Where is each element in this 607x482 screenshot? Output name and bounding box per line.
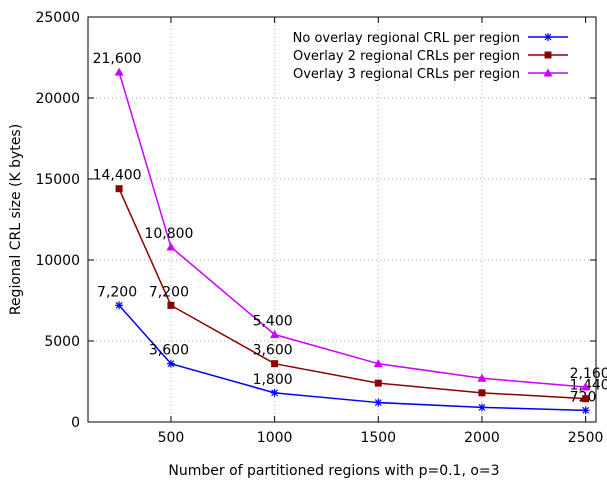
y-tick-label: 10000 <box>35 253 80 269</box>
data-label: 3,600 <box>149 343 189 359</box>
x-tick-label: 1500 <box>360 430 396 446</box>
data-point-marker <box>271 360 279 368</box>
grid-lines <box>88 17 596 422</box>
y-tick-label: 5000 <box>44 334 80 350</box>
data-label: 1,800 <box>253 372 293 388</box>
data-point-marker <box>270 330 280 339</box>
data-label: 1,440 <box>570 378 607 394</box>
series-line <box>118 304 586 412</box>
data-label: 21,600 <box>93 51 142 67</box>
series-layer: 7,2003,6001,80072014,4007,2003,6001,4402… <box>93 51 607 415</box>
x-tick-label: 2500 <box>568 430 604 446</box>
legend-label: Overlay 2 regional CRLs per region <box>293 49 520 64</box>
series-line <box>118 188 586 400</box>
y-tick-label: 0 <box>71 415 80 431</box>
data-label: 3,600 <box>253 343 293 359</box>
legend-marker <box>544 51 552 59</box>
data-point-marker <box>581 406 590 415</box>
data-point-marker <box>114 67 124 76</box>
data-label: 14,400 <box>93 168 142 184</box>
series-line <box>118 71 586 388</box>
data-point-marker <box>477 403 486 412</box>
data-point-marker <box>477 373 487 382</box>
plot-frame <box>87 16 597 423</box>
data-label: 2,160 <box>570 366 607 382</box>
legend: No overlay regional CRL per region Overla… <box>293 31 568 82</box>
legend-entry: Overlay 2 regional CRLs per region <box>293 49 568 64</box>
x-axis-title: Number of partitioned regions with p=0.1… <box>168 463 499 479</box>
data-point-marker <box>374 398 383 407</box>
data-label: 10,800 <box>144 226 193 242</box>
series-2: 14,400 7,200 3,600 1,440 <box>93 168 607 403</box>
y-tick-label: 25000 <box>35 10 80 26</box>
x-tick-label: 2000 <box>464 430 500 446</box>
legend-entry: Overlay 3 regional CRLs per region <box>293 67 568 82</box>
data-point-marker <box>581 382 591 391</box>
legend-label: No overlay regional CRL per region <box>293 31 520 46</box>
axis-ticks: 0 5000 10000 15000 20000 25000 500 1000 1500 2000… <box>35 10 603 446</box>
data-point-marker <box>167 301 175 309</box>
data-point-marker <box>166 359 175 368</box>
data-point-marker <box>166 242 176 251</box>
legend-marker <box>543 68 553 77</box>
y-tick-label: 20000 <box>35 91 80 107</box>
data-label: 7,200 <box>97 284 137 300</box>
data-point-marker <box>374 379 382 387</box>
x-tick-label: 500 <box>158 430 185 446</box>
data-label: 5,400 <box>253 314 293 330</box>
legend-label: Overlay 3 regional CRLs per region <box>293 67 520 82</box>
data-point-marker <box>115 301 124 310</box>
data-point-marker <box>373 359 383 368</box>
y-axis-title: Regional CRL size (K bytes) <box>8 124 24 315</box>
legend-marker <box>544 33 552 41</box>
data-point-marker <box>478 389 486 397</box>
data-point-marker <box>582 395 590 403</box>
x-tick-label: 1000 <box>257 430 293 446</box>
legend-entry: No overlay regional CRL per region <box>293 31 568 46</box>
series-3: 21,600 10,800 5,400 2,160 <box>93 51 607 391</box>
data-point-marker <box>270 388 279 397</box>
data-point-marker <box>115 185 123 193</box>
data-label: 7,200 <box>149 284 189 300</box>
y-tick-label: 15000 <box>35 172 80 188</box>
